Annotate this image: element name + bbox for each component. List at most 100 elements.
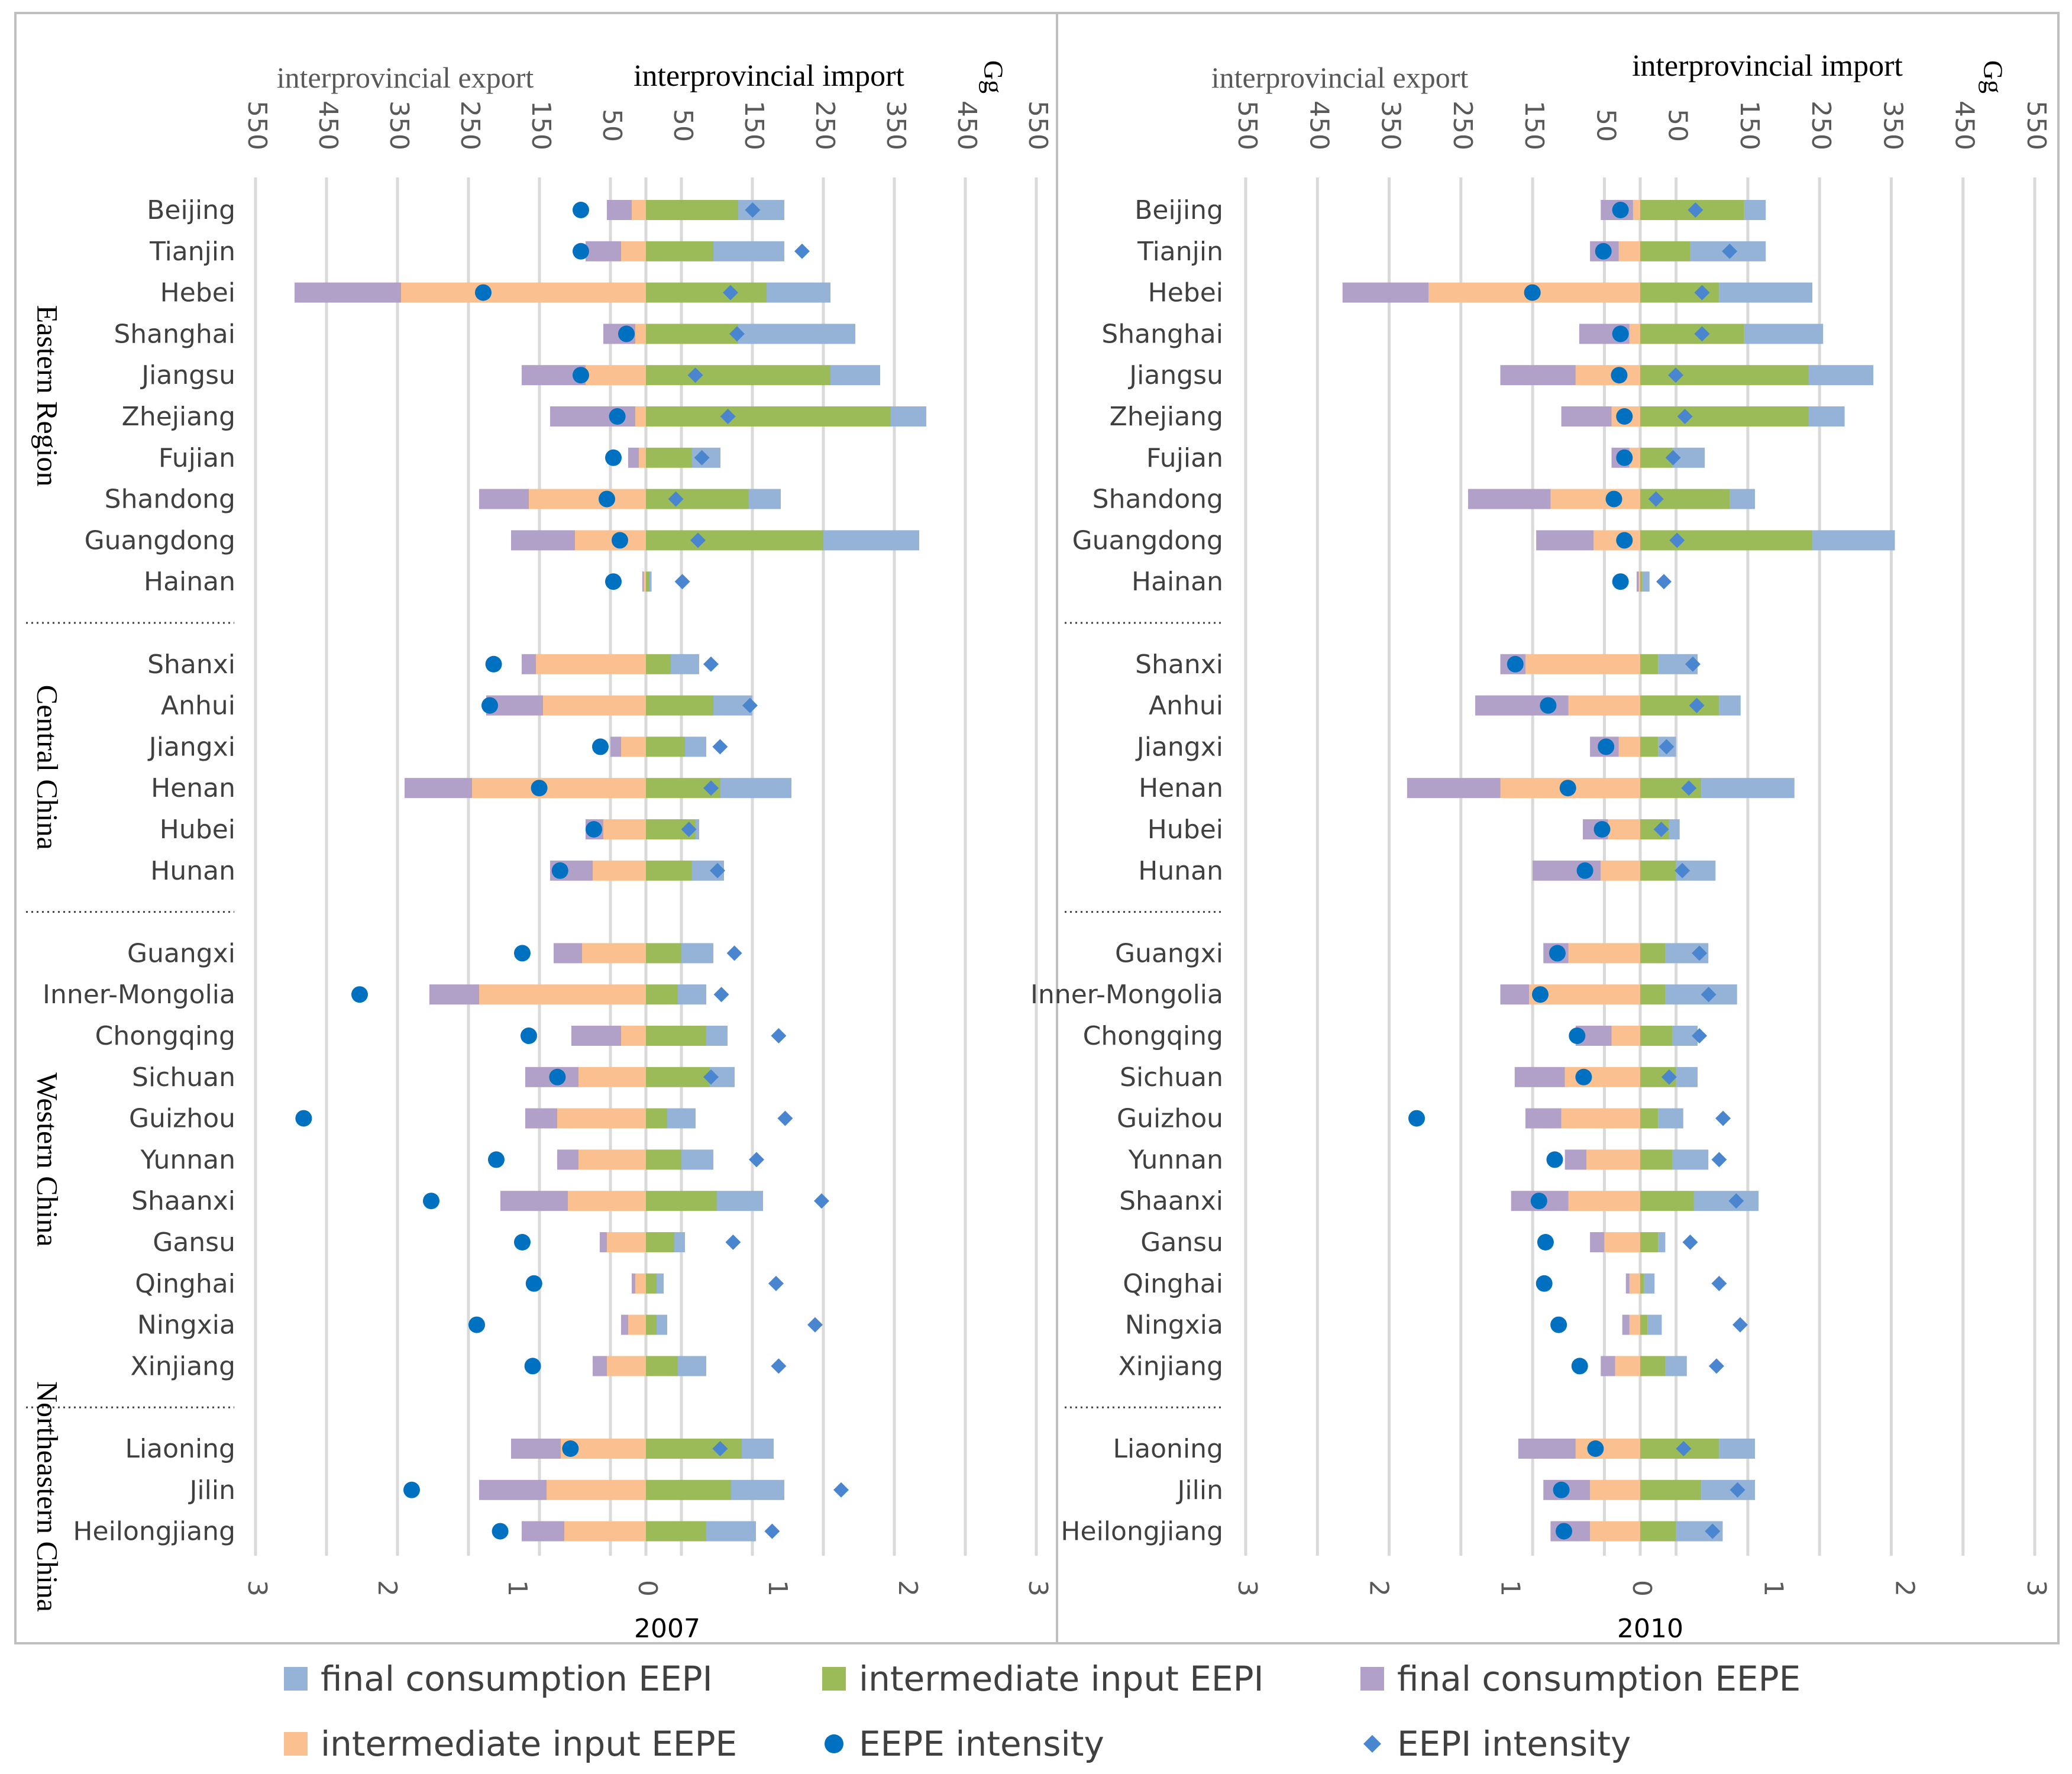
bar-final-consumption-eepi — [681, 1149, 713, 1170]
bar-intermediate-input-eepi — [1640, 1026, 1673, 1046]
bar-final-consumption-eepe — [511, 1439, 561, 1459]
province-label: Beijing — [1134, 195, 1223, 225]
bar-final-consumption-eepi — [731, 1479, 784, 1500]
marker-eepe-intensity — [1595, 243, 1612, 260]
bar-intermediate-input-eepe — [1568, 695, 1640, 716]
marker-eepi-intensity — [703, 1069, 719, 1085]
bar-intermediate-input-eepe — [607, 1356, 646, 1376]
bottom-tick-label: 0 — [632, 1580, 662, 1597]
bar-final-consumption-eepe — [1407, 778, 1501, 799]
marker-eepi-intensity — [712, 1441, 728, 1456]
bar-intermediate-input-eepe — [547, 1479, 646, 1500]
bar-intermediate-input-eepi — [646, 1026, 706, 1046]
marker-eepe-intensity — [525, 1275, 542, 1292]
top-tick-label: 450 — [313, 101, 343, 150]
top-tick-label: 50 — [668, 109, 698, 142]
bar-intermediate-input-eepi — [1640, 1356, 1666, 1376]
bar-intermediate-input-eepe — [628, 1314, 646, 1335]
legend-swatch — [284, 1667, 308, 1691]
marker-eepi-intensity — [694, 450, 710, 466]
bar-intermediate-input-eepe — [635, 406, 646, 426]
marker-eepi-intensity — [668, 491, 684, 507]
legend-label: intermediate input EEPI — [859, 1659, 1264, 1699]
top-tick-label: 450 — [1304, 101, 1334, 150]
province-label: Jiangsu — [140, 360, 235, 390]
marker-eepe-intensity — [605, 449, 622, 466]
bar-intermediate-input-eepe — [603, 819, 646, 839]
province-label: Sichuan — [132, 1062, 235, 1093]
bar-intermediate-input-eepe — [1629, 447, 1640, 468]
marker-eepe-intensity — [573, 367, 589, 384]
bar-final-consumption-eepi — [1642, 571, 1650, 592]
bar-intermediate-input-eepe — [1604, 1232, 1640, 1252]
province-label: Hainan — [144, 567, 235, 597]
marker-eepe-intensity — [468, 1316, 485, 1333]
province-label: Yunnan — [140, 1145, 235, 1175]
bar-final-consumption-eepe — [295, 282, 401, 303]
bar-intermediate-input-eepi — [1640, 1191, 1694, 1211]
bar-intermediate-input-eepi — [1640, 654, 1659, 674]
province-label: Chongqing — [1083, 1021, 1223, 1051]
marker-eepe-intensity — [1612, 325, 1629, 342]
province-label: Jiangxi — [1135, 732, 1223, 762]
bar-final-consumption-eepe — [586, 241, 621, 261]
bar-final-consumption-eepi — [742, 1439, 774, 1459]
bar-intermediate-input-eepe — [1568, 943, 1640, 964]
marker-eepi-intensity — [1681, 780, 1697, 796]
bottom-tick-label: 1 — [502, 1580, 532, 1597]
marker-eepi-intensity — [1676, 1441, 1692, 1456]
province-label: Qinghai — [135, 1269, 235, 1299]
province-label: Shandong — [105, 484, 235, 515]
bar-final-consumption-eepi — [1644, 1273, 1655, 1294]
bar-intermediate-input-eepi — [646, 1521, 706, 1542]
province-label: Henan — [151, 773, 235, 803]
marker-eepe-intensity — [1612, 202, 1629, 218]
province-label: Henan — [1139, 773, 1223, 803]
bar-intermediate-input-eepe — [635, 1273, 646, 1294]
marker-eepe-intensity — [1612, 573, 1629, 590]
province-label: Beijing — [147, 195, 235, 225]
bar-final-consumption-eepi — [685, 736, 706, 757]
bar-intermediate-input-eepi — [1640, 1149, 1673, 1170]
bar-final-consumption-eepe — [628, 447, 639, 468]
bottom-tick-label: 3 — [1232, 1580, 1262, 1597]
marker-eepi-intensity — [1669, 532, 1685, 548]
bar-final-consumption-eepe — [1536, 530, 1594, 551]
bar-intermediate-input-eepe — [639, 447, 646, 468]
top-tick-label: 450 — [952, 101, 982, 150]
marker-eepe-intensity — [618, 325, 635, 342]
legend-swatch — [825, 1734, 843, 1753]
top-tick-label: 450 — [1950, 101, 1980, 150]
marker-eepi-intensity — [1661, 1069, 1677, 1085]
bar-intermediate-input-eepi — [1640, 530, 1813, 551]
marker-eepi-intensity — [833, 1482, 849, 1498]
bar-final-consumption-eepi — [823, 530, 919, 551]
bar-final-consumption-eepi — [717, 1191, 763, 1211]
bar-intermediate-input-eepe — [1586, 1149, 1640, 1170]
province-label: Jiangsu — [1127, 360, 1223, 390]
bar-final-consumption-eepe — [1561, 406, 1612, 426]
marker-eepi-intensity — [1711, 1275, 1727, 1291]
marker-eepi-intensity — [1675, 862, 1690, 878]
province-label: Shaanxi — [1119, 1186, 1223, 1216]
marker-eepe-intensity — [1616, 408, 1633, 425]
bar-final-consumption-eepe — [500, 1191, 568, 1211]
bar-final-consumption-eepi — [1693, 1191, 1759, 1211]
bar-final-consumption-eepi — [657, 1273, 664, 1294]
region-label: Western China — [31, 1072, 64, 1247]
marker-eepi-intensity — [1708, 1358, 1724, 1374]
bar-intermediate-input-eepe — [1608, 819, 1640, 839]
marker-eepi-intensity — [703, 780, 719, 796]
marker-eepe-intensity — [1532, 986, 1549, 1003]
bar-intermediate-input-eepe — [1638, 571, 1640, 592]
marker-eepe-intensity — [1616, 532, 1633, 549]
unit-label: Gg — [978, 60, 1008, 93]
bar-final-consumption-eepe — [557, 1149, 578, 1170]
legend-layer: final consumption EEPI intermediate input… — [284, 1659, 1801, 1764]
marker-eepi-intensity — [1656, 574, 1672, 590]
bottom-tick-label: 1 — [1495, 1580, 1525, 1597]
marker-eepe-intensity — [609, 408, 626, 425]
bar-final-consumption-eepe — [1564, 1149, 1587, 1170]
marker-eepe-intensity — [1616, 449, 1633, 466]
